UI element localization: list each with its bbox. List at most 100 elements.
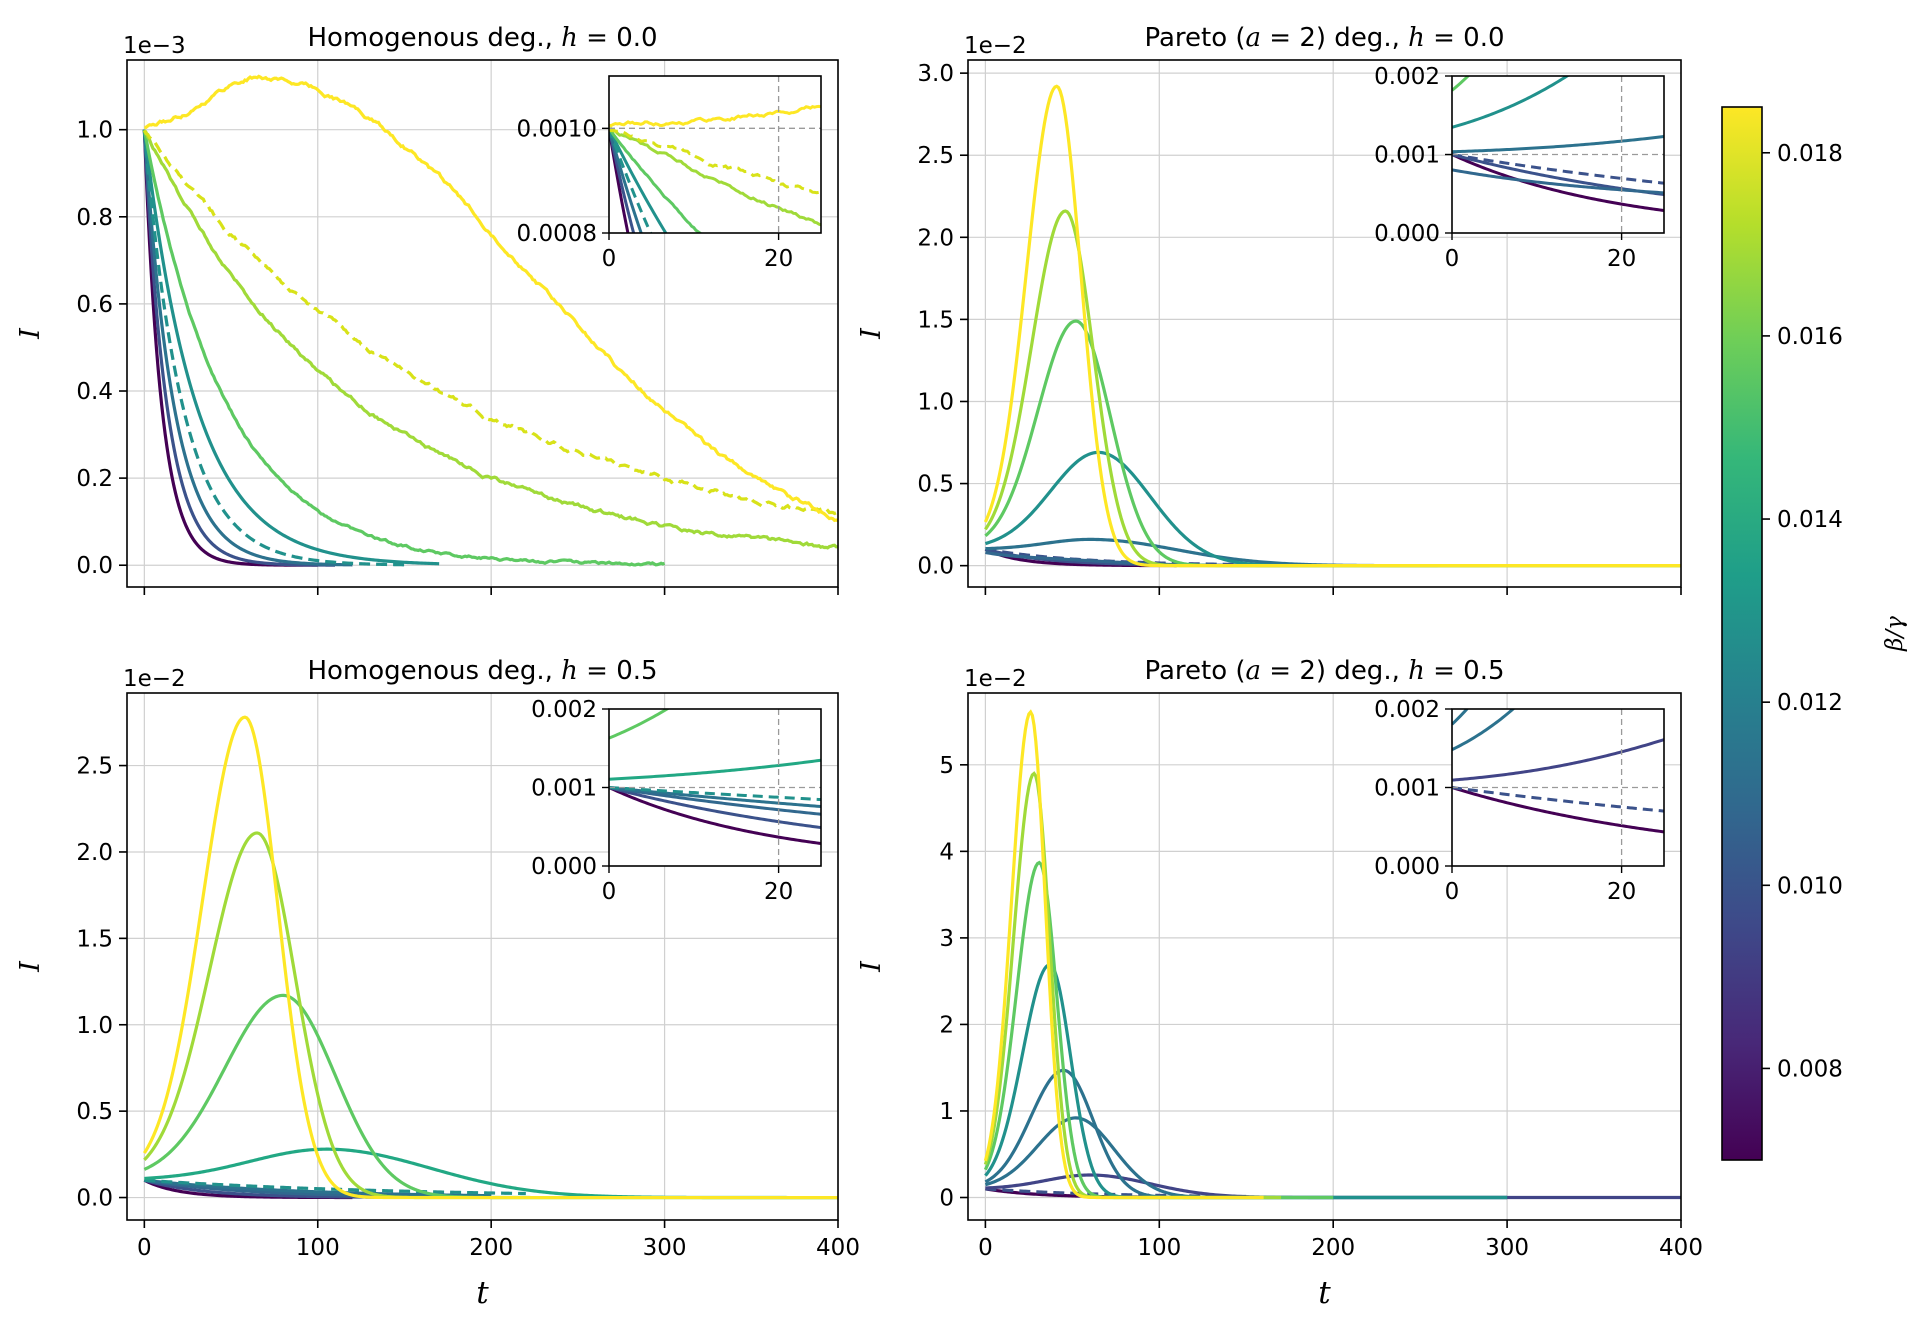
inset-series-line (1452, 0, 1664, 24)
inset-plot: 0 20 0.0008 0.0010 (517, 75, 822, 272)
y-axis-label: I (856, 960, 887, 973)
plot-frame (126, 692, 839, 1221)
y-tick-label: 0.2 (76, 466, 113, 492)
y-tick-label: 1.0 (917, 389, 954, 415)
y-tick-label: 2.5 (917, 143, 954, 169)
offset-text: 1e−2 (964, 33, 1027, 59)
inset-x-tick-label: 0 (1445, 879, 1460, 905)
inset-series-line (609, 127, 653, 233)
inset-series-line (609, 786, 821, 845)
panel-title: Homogenous deg., h = 0.5 (307, 656, 657, 686)
inset-series-line (609, 786, 821, 802)
inset-series-line (609, 709, 670, 740)
colorbar-tick-label: 0.016 (1777, 324, 1843, 350)
series-line (142, 129, 336, 567)
inset-y-tick-label: 0.001 (531, 776, 597, 802)
colorbar-gradient (1721, 106, 1763, 1161)
x-tick-label: 400 (816, 1235, 860, 1261)
inset-series-line (609, 127, 821, 195)
series-line (143, 129, 838, 550)
inset-plot: 0 20 0.000 0.001 0.002 (1374, 697, 1665, 905)
y-tick-label: 0 (939, 1186, 954, 1212)
inset-background (609, 76, 821, 233)
inset-x-tick-label: 0 (602, 246, 617, 272)
y-tick-label: 3 (939, 926, 954, 952)
series-line (983, 771, 1282, 1200)
colorbar-tick-label: 0.014 (1777, 507, 1843, 533)
y-tick-label: 2.5 (76, 754, 113, 780)
colorbar-tick-label: 0.010 (1777, 873, 1843, 899)
inset-y-tick-label: 0.002 (1374, 697, 1440, 723)
y-tick-label: 4 (939, 839, 954, 865)
inset-x-tick-label: 20 (1607, 246, 1636, 272)
y-tick-label: 0.8 (76, 205, 113, 231)
inset-series-line (609, 127, 703, 233)
series-line (984, 450, 1490, 568)
y-tick-label: 2.0 (76, 840, 113, 866)
y-axis-label: I (856, 327, 887, 340)
inset-series-line (609, 786, 821, 830)
series-line (985, 1187, 1247, 1199)
panel-1: 0.0 0.2 0.4 0.6 0.8 1.0 1e−3 Homogenous deg., h… (15, 23, 839, 595)
y-tick-label: 0.5 (917, 472, 954, 498)
series-line (142, 129, 666, 567)
x-tick-label: 0 (137, 1235, 152, 1261)
colorbar: 0.008 0.010 0.012 0.014 0.016 0.018 β/γ (1721, 106, 1908, 1161)
y-axis-label: I (15, 960, 46, 973)
panel-title: Pareto (a = 2) deg., h = 0.0 (1144, 23, 1504, 53)
inset-x-tick-label: 20 (764, 879, 793, 905)
inset-y-tick-label: 0.0008 (517, 221, 597, 247)
inset-series-line (609, 127, 668, 233)
inset-y-tick-label: 0.0010 (517, 116, 597, 142)
panel-2: 0.0 0.5 1.0 1.5 2.0 2.5 3.0 1e−2 Pareto (a = 2) … (856, 0, 1682, 595)
x-tick-label: 200 (1311, 1235, 1355, 1261)
series-line (142, 715, 838, 1200)
inset-y-tick-label: 0.002 (1374, 64, 1440, 90)
inset-series-line (1452, 153, 1664, 185)
inset-y-tick-label: 0.001 (1374, 776, 1440, 802)
y-tick-label: 1.5 (917, 307, 954, 333)
x-tick-label: 400 (1659, 1235, 1703, 1261)
inset-frame (608, 75, 822, 234)
x-tick-label: 300 (1485, 1235, 1529, 1261)
y-tick-label: 0.5 (76, 1099, 113, 1125)
inset-series-line (609, 758, 821, 781)
colorbar-tick-label: 0.008 (1777, 1056, 1843, 1082)
inset-x-tick-label: 20 (764, 246, 793, 272)
offset-text: 1e−3 (123, 33, 186, 59)
inset-series-line (1452, 709, 1516, 752)
series-line (142, 129, 318, 567)
inset-series-line (1452, 168, 1664, 195)
y-tick-label: 1.0 (76, 1013, 113, 1039)
panel-title: Pareto (a = 2) deg., h = 0.5 (1144, 656, 1504, 686)
colorbar-label: β/γ (1882, 616, 1908, 652)
y-tick-label: 2.0 (917, 225, 954, 251)
inset-series-line (1452, 153, 1664, 212)
y-tick-label: 2 (939, 1012, 954, 1038)
inset-y-tick-label: 0.000 (1374, 854, 1440, 880)
y-tick-label: 0.4 (76, 379, 113, 405)
y-axis-label: I (15, 327, 46, 340)
series-line (144, 74, 838, 523)
y-tick-label: 1 (939, 1099, 954, 1125)
series-line (142, 129, 440, 566)
x-tick-label: 0 (978, 1235, 993, 1261)
series-line (142, 129, 405, 567)
inset-series-line (1452, 738, 1664, 782)
inset-plot: 0 20 0.000 0.001 0.002 (1374, 0, 1665, 272)
x-axis-label: t (1318, 1275, 1331, 1311)
y-tick-label: 0.6 (76, 292, 113, 318)
series-line (983, 84, 1681, 568)
plot-frame (967, 692, 1682, 1221)
y-tick-label: 0.0 (917, 554, 954, 580)
inset-series-line (1452, 786, 1664, 813)
inset-series-line (1452, 135, 1664, 154)
inset-series-line (609, 786, 821, 816)
inset-y-tick-label: 0.000 (1374, 221, 1440, 247)
plot-frame (967, 59, 1682, 588)
plot-frame (126, 59, 839, 588)
inset-series-line (609, 104, 821, 128)
series-line (142, 129, 838, 516)
